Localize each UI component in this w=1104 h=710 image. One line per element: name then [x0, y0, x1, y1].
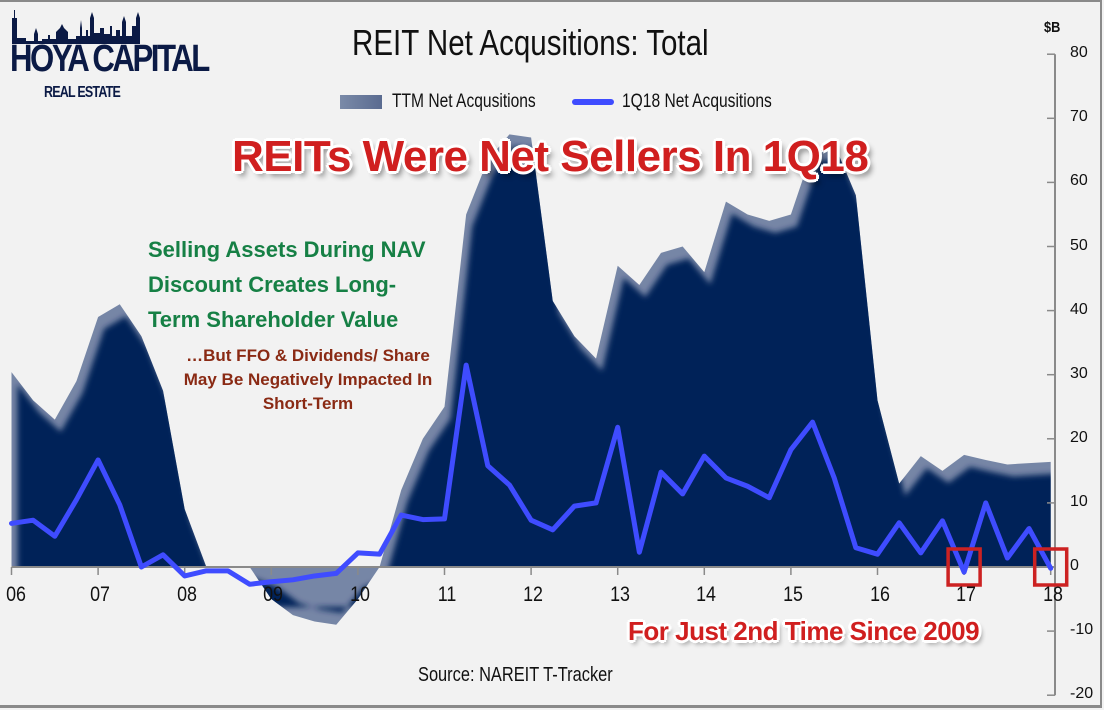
x-tick-label: 15: [782, 583, 803, 606]
y-tick-label: -10: [1070, 621, 1094, 639]
x-tick-label: 09: [263, 583, 284, 606]
legend-item-ttm: TTM Net Acqusitions: [340, 91, 567, 113]
source-note: Source: NAREIT T-Tracker: [418, 664, 613, 686]
x-tick-label: 08: [176, 583, 197, 606]
y-tick-label: 20: [1070, 428, 1088, 446]
y-tick-label: -20: [1070, 685, 1094, 703]
legend-label-ttm: TTM Net Acqusitions: [392, 91, 536, 112]
y-tick-label: 10: [1070, 492, 1088, 510]
y-tick-label: 60: [1070, 172, 1088, 190]
y-axis-unit: $B: [1044, 19, 1061, 36]
legend-item-quarterly: 1Q18 Net Acqusitions: [572, 91, 805, 113]
area-swatch-icon: [340, 95, 382, 109]
headline: REITs Were Net Sellers In 1Q18: [232, 132, 869, 181]
x-tick-label: 14: [696, 583, 717, 606]
x-tick-label: 11: [437, 583, 456, 606]
x-tick-label: 07: [90, 583, 111, 606]
line-swatch-icon: [572, 99, 614, 105]
quarterly-line: [9, 362, 1054, 587]
y-tick-label: 70: [1070, 108, 1088, 126]
skyline-logo-icon: [12, 10, 140, 44]
legend-label-quarterly: 1Q18 Net Acqusitions: [622, 91, 772, 112]
x-tick-label: 17: [956, 583, 977, 606]
annotation-bottom: For Just 2nd Time Since 2009: [628, 616, 980, 646]
annotation-brown: …But FFO & Dividends/ Share May Be Negat…: [183, 346, 433, 413]
highlight-boxes: [946, 547, 1069, 587]
x-tick-label: 18: [1042, 583, 1063, 606]
y-tick-label: 80: [1070, 44, 1088, 62]
y-tick-label: 30: [1070, 364, 1088, 382]
y-tick-label: 50: [1070, 236, 1088, 254]
ttm-area: [17, 146, 1051, 613]
logo-name: HOYA CAPITAL: [10, 38, 210, 80]
x-tick-label: 13: [609, 583, 630, 606]
y-tick-label: 0: [1070, 557, 1079, 574]
x-tick-label: 12: [523, 583, 544, 606]
logo-subtitle: REAL ESTATE: [44, 84, 121, 101]
y-tick-label: 40: [1070, 300, 1088, 318]
x-tick-label: 06: [5, 583, 26, 606]
annotation-green: Selling Assets During NAV Discount Creat…: [148, 237, 426, 332]
x-tick-label: 16: [869, 583, 890, 606]
x-tick-label: 10: [349, 583, 370, 606]
axes: [10, 53, 1056, 696]
chart-title: REIT Net Acqusitions: Total: [352, 22, 709, 63]
